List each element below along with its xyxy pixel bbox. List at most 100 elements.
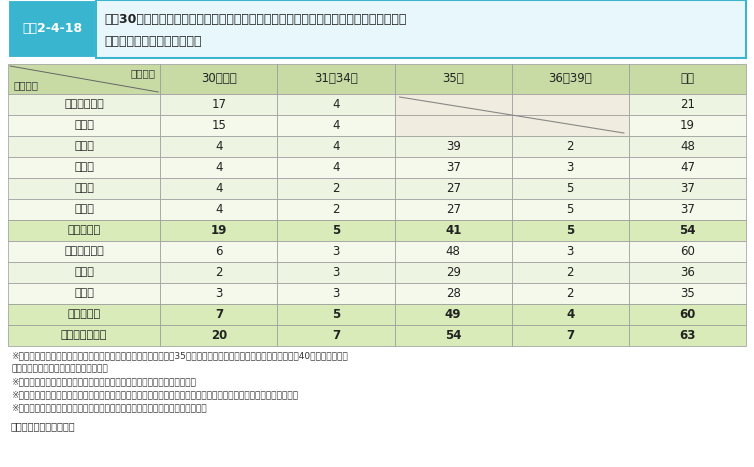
Text: 31～34人: 31～34人 [314,72,358,85]
Bar [394,241,512,262]
Bar [394,304,512,325]
Text: 4: 4 [333,119,340,132]
Bar [629,64,746,94]
Text: 5: 5 [566,224,575,237]
Text: 29: 29 [446,266,461,279]
Bar [394,325,512,346]
Text: 54: 54 [445,329,461,342]
Text: 5: 5 [332,224,340,237]
Text: ４学年: ４学年 [74,163,94,172]
Bar [8,325,161,346]
Bar [512,304,629,325]
Text: 3: 3 [566,161,574,174]
Bar [8,199,161,220]
Bar [277,220,394,241]
Bar [512,325,629,346]
Bar [8,157,161,178]
Text: 20: 20 [210,329,227,342]
Text: 36: 36 [680,266,695,279]
Text: ２学年: ２学年 [74,120,94,130]
Text: ※上記の表には，児童生徒の実態に応じて一部の学校を対象とする場合を含む。: ※上記の表には，児童生徒の実態に応じて一部の学校を対象とする場合を含む。 [11,403,207,412]
Bar [394,94,512,115]
Text: 17: 17 [211,98,226,111]
Bar [161,157,277,178]
Bar [8,115,161,136]
Bar [629,283,746,304]
Bar [512,157,629,178]
Bar [629,94,746,115]
Text: 中学校純計: 中学校純計 [68,310,101,319]
Bar [277,241,394,262]
Text: 15: 15 [211,119,226,132]
Bar [512,262,629,283]
Text: 19: 19 [210,224,227,237]
Text: 2: 2 [215,266,222,279]
Text: 54: 54 [679,224,696,237]
Bar [277,283,394,304]
Text: （出典）文部科学省調べ: （出典）文部科学省調べ [11,421,75,431]
Text: 4: 4 [215,203,222,216]
Bar [394,220,512,241]
Bar [629,220,746,241]
Bar [277,199,394,220]
Text: 47: 47 [680,161,695,174]
Bar [8,304,161,325]
Bar [394,136,512,157]
Bar [629,178,746,199]
Text: 3: 3 [333,266,340,279]
Text: 4: 4 [333,161,340,174]
Bar [277,157,394,178]
Text: 4: 4 [215,161,222,174]
Text: 6: 6 [215,245,222,258]
Bar [277,136,394,157]
Bar [277,64,394,94]
Bar [512,241,629,262]
Bar [277,325,394,346]
Bar [8,64,161,94]
Text: 2: 2 [566,266,574,279]
Text: 60: 60 [680,245,695,258]
Text: 図表2-4-18: 図表2-4-18 [22,22,82,35]
Bar [161,262,277,283]
Bar [512,64,629,94]
Bar [277,262,394,283]
Text: 49: 49 [445,308,461,321]
Text: 37: 37 [446,161,461,174]
Bar [161,199,277,220]
Text: ※「純計」は，縦の区分（編制人員）又は横の区分（学年区分）で複数該当している都道府県市数を除いた数である。: ※「純計」は，縦の区分（編制人員）又は横の区分（学年区分）で複数該当している都道… [11,390,298,399]
Bar [8,283,161,304]
Text: 37: 37 [680,182,695,195]
Text: ２学年: ２学年 [74,268,94,277]
Bar [394,283,512,304]
Bar [161,304,277,325]
Text: 3: 3 [333,287,340,300]
Text: 36～39人: 36～39人 [548,72,592,85]
Bar [161,325,277,346]
Bar [629,262,746,283]
Text: 4: 4 [333,140,340,153]
Text: 中学校１学年: 中学校１学年 [64,247,104,256]
Text: 48: 48 [680,140,695,153]
Text: 小学校１学年: 小学校１学年 [64,99,104,109]
Bar [8,0,96,58]
Bar [394,115,512,136]
Text: 37: 37 [680,203,695,216]
Bar [629,325,746,346]
Text: 28: 28 [446,287,461,300]
Bar [629,157,746,178]
Text: 27: 27 [446,203,461,216]
Text: 7: 7 [332,329,340,342]
Bar [394,157,512,178]
Text: 7: 7 [215,308,223,321]
Text: 7: 7 [566,329,575,342]
Text: 制を認めている状況を集計している。: 制を認めている状況を集計している。 [11,364,108,373]
Text: 39: 39 [446,140,461,153]
Text: 小学校純計: 小学校純計 [68,226,101,235]
Bar [512,115,629,136]
Bar [512,283,629,304]
Bar [394,262,512,283]
Bar [394,178,512,199]
Bar [161,283,277,304]
Text: 編制人員: 編制人員 [130,68,155,78]
Text: 小・中学校純計: 小・中学校純計 [61,331,107,340]
